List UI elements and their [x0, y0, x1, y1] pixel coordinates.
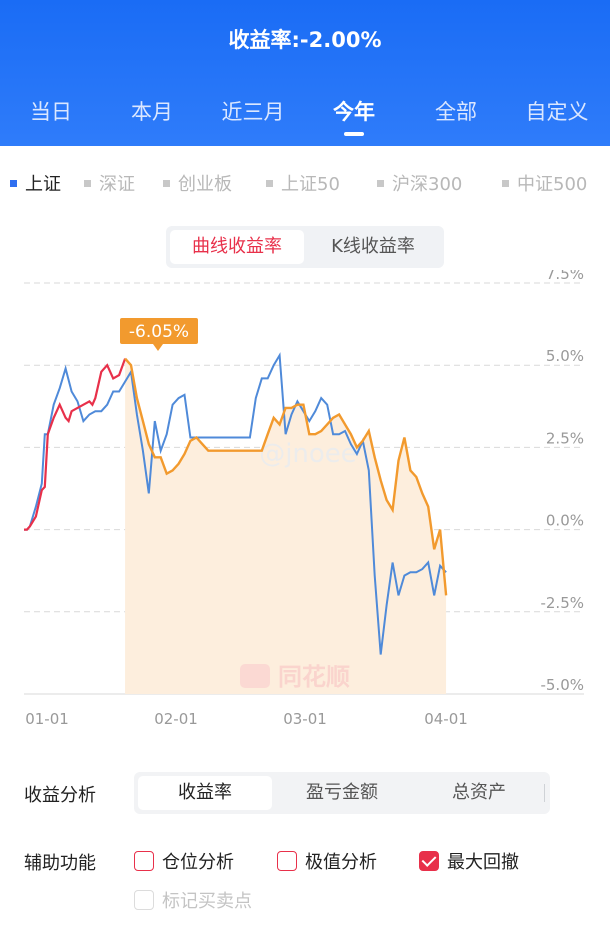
return-line [124, 357, 448, 596]
y-tick-label: 5.0% [546, 347, 584, 365]
ths-logo: 同花顺 [240, 663, 350, 691]
analysis-return-rate-button[interactable]: 收益率 [138, 776, 272, 810]
index-chinext[interactable]: 创业板 [163, 170, 232, 196]
analysis-segmented-control: 收益率 盈亏金额 总资产 [134, 772, 550, 814]
x-tick-label: 04-01 [424, 710, 468, 728]
y-tick-label: -5.0% [540, 676, 584, 694]
legend-square-icon [377, 179, 384, 187]
y-tick-label: 7.5% [546, 270, 584, 283]
position-analysis-checkbox[interactable]: 仓位分析 [134, 848, 234, 874]
max-drawdown-checkbox[interactable]: 最大回撤 [419, 848, 519, 874]
analysis-profit-amount-button[interactable]: 盈亏金额 [306, 782, 378, 803]
index-line [24, 352, 447, 655]
index-sse50[interactable]: 上证50 [266, 170, 340, 196]
drawdown-callout-pointer [153, 344, 163, 351]
extreme-analysis-checkbox[interactable]: 极值分析 [277, 848, 377, 874]
y-tick-label: 0.0% [546, 512, 584, 530]
return-title: 收益率:-2.00% [228, 28, 382, 52]
tab-custom[interactable]: 自定义 [525, 100, 589, 124]
active-tab-indicator [344, 132, 364, 136]
analysis-label: 收益分析 [24, 785, 96, 806]
index-shenzhen[interactable]: 深证 [84, 170, 135, 196]
return-chart: @jnoee 同花顺 7.5% 5.0% 2.5% 0.0% -2.5% -5.0% 01… [24, 270, 584, 728]
analysis-total-assets-button[interactable]: 总资产 [452, 782, 506, 803]
x-tick-label: 01-01 [25, 710, 69, 728]
kline-return-button[interactable]: K线收益率 [331, 236, 415, 257]
index-csi500[interactable]: 中证500 [502, 170, 587, 196]
tab-all[interactable]: 全部 [435, 100, 477, 124]
tab-this-year[interactable]: 今年 [333, 100, 375, 124]
chart-watermark: @jnoee [259, 439, 357, 469]
drawdown-line [24, 358, 127, 531]
y-tick-label: 2.5% [546, 429, 584, 447]
index-legend: 上证 深证 创业板 上证50 沪深300 中证500 [0, 170, 610, 198]
legend-square-icon [502, 179, 509, 187]
checkbox-icon [134, 851, 154, 871]
tab-three-months[interactable]: 近三月 [221, 100, 285, 124]
checkbox-icon [277, 851, 297, 871]
aux-label: 辅助功能 [24, 853, 96, 874]
legend-square-icon [10, 179, 17, 187]
y-tick-label: -2.5% [540, 594, 584, 612]
tab-this-month[interactable]: 本月 [131, 100, 173, 124]
tab-today[interactable]: 当日 [30, 100, 72, 124]
drawdown-callout-value: -6.05% [129, 322, 189, 342]
ths-logo-text: 同花顺 [278, 663, 350, 691]
segment-divider [544, 784, 545, 802]
index-csi300[interactable]: 沪深300 [377, 170, 462, 196]
checkbox-checked-icon [419, 851, 439, 871]
legend-square-icon [163, 179, 170, 187]
max-drawdown-area [125, 358, 447, 694]
mark-trades-checkbox[interactable]: 标记买卖点 [134, 887, 252, 913]
drawdown-callout-box [120, 318, 198, 344]
x-tick-label: 02-01 [154, 710, 198, 728]
curve-return-button[interactable]: 曲线收益率 [170, 230, 304, 264]
x-tick-label: 03-01 [283, 710, 327, 728]
header: 收益率:-2.00% 当日 本月 近三月 今年 全部 自定义 [0, 0, 610, 146]
ths-logo-icon [240, 664, 270, 688]
legend-square-icon [84, 179, 91, 187]
drawdown-callout: -6.05% [120, 318, 198, 351]
index-shanghai[interactable]: 上证 [10, 170, 61, 196]
chart-type-toggle: 曲线收益率 K线收益率 [166, 226, 444, 268]
legend-square-icon [266, 179, 273, 187]
checkbox-icon [134, 890, 154, 910]
